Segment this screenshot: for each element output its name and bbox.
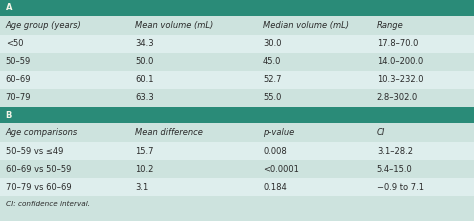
Text: 60.1: 60.1 — [135, 76, 154, 84]
Bar — [0, 196, 474, 221]
Text: 55.0: 55.0 — [263, 93, 282, 103]
Text: Mean difference: Mean difference — [135, 128, 203, 137]
Text: 15.7: 15.7 — [135, 147, 154, 156]
Bar — [0, 53, 474, 71]
Text: <0.0001: <0.0001 — [263, 164, 299, 173]
Text: Age group (years): Age group (years) — [6, 21, 82, 30]
Text: 50–59 vs ≤49: 50–59 vs ≤49 — [6, 147, 63, 156]
Text: 50.0: 50.0 — [135, 57, 154, 67]
Bar — [0, 16, 474, 35]
Text: 0.184: 0.184 — [263, 183, 287, 192]
Text: 10.3–232.0: 10.3–232.0 — [377, 76, 423, 84]
Text: p-value: p-value — [263, 128, 294, 137]
Text: 17.8–70.0: 17.8–70.0 — [377, 40, 418, 48]
Bar — [0, 123, 474, 142]
Text: 34.3: 34.3 — [135, 40, 154, 48]
Text: Mean volume (mL): Mean volume (mL) — [135, 21, 213, 30]
Text: B: B — [6, 110, 12, 120]
Bar — [0, 142, 474, 160]
Text: Age comparisons: Age comparisons — [6, 128, 78, 137]
Text: 14.0–200.0: 14.0–200.0 — [377, 57, 423, 67]
Bar — [0, 0, 474, 16]
Text: 3.1–28.2: 3.1–28.2 — [377, 147, 413, 156]
Text: 0.008: 0.008 — [263, 147, 287, 156]
Text: 45.0: 45.0 — [263, 57, 282, 67]
Text: CI: CI — [377, 128, 385, 137]
Text: 70–79: 70–79 — [6, 93, 31, 103]
Text: 3.1: 3.1 — [135, 183, 148, 192]
Text: 2.8–302.0: 2.8–302.0 — [377, 93, 418, 103]
Text: −0.9 to 7.1: −0.9 to 7.1 — [377, 183, 424, 192]
Text: A: A — [6, 4, 12, 13]
Text: 70–79 vs 60–69: 70–79 vs 60–69 — [6, 183, 71, 192]
Bar — [0, 71, 474, 89]
Text: 5.4–15.0: 5.4–15.0 — [377, 164, 412, 173]
Bar — [0, 89, 474, 107]
Text: 63.3: 63.3 — [135, 93, 154, 103]
Text: 30.0: 30.0 — [263, 40, 282, 48]
Text: 60–69: 60–69 — [6, 76, 31, 84]
Text: 10.2: 10.2 — [135, 164, 154, 173]
Bar — [0, 107, 474, 123]
Text: 52.7: 52.7 — [263, 76, 282, 84]
Text: Median volume (mL): Median volume (mL) — [263, 21, 349, 30]
Bar — [0, 35, 474, 53]
Text: Range: Range — [377, 21, 403, 30]
Text: 60–69 vs 50–59: 60–69 vs 50–59 — [6, 164, 71, 173]
Bar — [0, 196, 474, 221]
Text: 50–59: 50–59 — [6, 57, 31, 67]
Bar — [0, 178, 474, 196]
Text: CI: confidence interval.: CI: confidence interval. — [6, 201, 90, 207]
Text: <50: <50 — [6, 40, 23, 48]
Bar — [0, 160, 474, 178]
